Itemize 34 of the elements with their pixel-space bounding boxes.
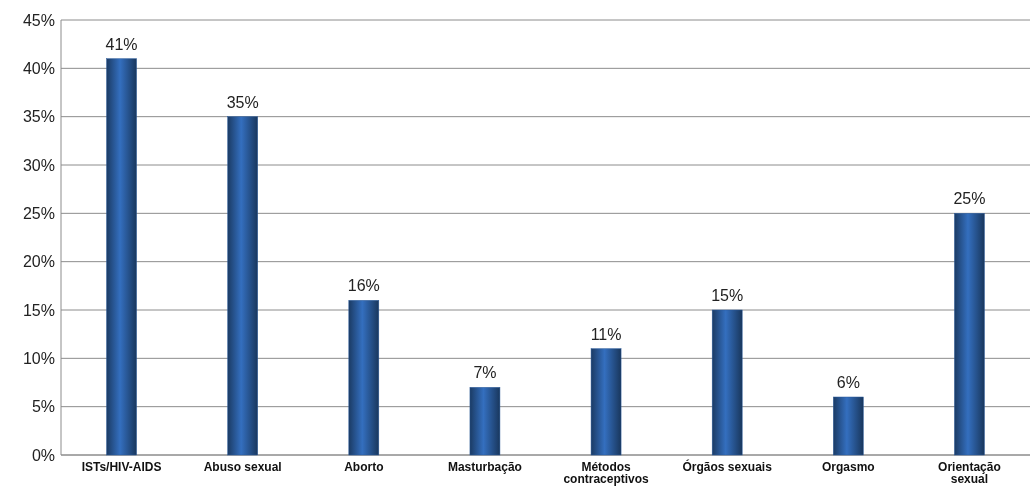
bar (106, 58, 137, 456)
y-tick-label: 0% (31, 446, 55, 464)
bar (590, 348, 622, 456)
x-tick-label: Orientação sexual (938, 460, 1001, 486)
y-tick-label: 5% (31, 398, 55, 416)
y-tick-label: 35% (22, 108, 55, 126)
y-tick-label: 45% (22, 11, 55, 29)
x-tick-label: ISTs/HIV-AIDS (81, 460, 162, 474)
data-label: 35% (226, 93, 259, 111)
bar (348, 300, 380, 456)
y-tick-label: 25% (22, 204, 55, 222)
data-label: 15% (711, 287, 744, 304)
y-tick-label: 20% (22, 253, 55, 271)
y-tick-label: 40% (22, 59, 55, 77)
y-tick-label: 10% (22, 349, 55, 367)
bar (711, 309, 743, 456)
bar (833, 396, 864, 456)
x-tick-label: Métodos contraceptivos (563, 460, 650, 486)
x-tick-label: Masturbação (447, 460, 522, 474)
data-label: 6% (836, 374, 860, 391)
y-tick-label: 30% (22, 156, 55, 174)
data-label: 11% (590, 325, 622, 343)
bar (227, 116, 258, 456)
bar (954, 213, 985, 456)
bar (469, 387, 501, 456)
x-tick-label: Aborto (344, 460, 384, 474)
y-tick-label: 15% (22, 301, 55, 319)
x-tick-label: Orgasmo (821, 460, 875, 474)
x-tick-label: Órgãos sexuais (682, 459, 773, 474)
x-tick-label: Abuso sexual (203, 460, 282, 474)
data-label: 7% (473, 364, 497, 382)
data-label: 16% (347, 277, 380, 295)
data-label: 41% (105, 35, 138, 53)
data-label: 25% (953, 190, 986, 208)
